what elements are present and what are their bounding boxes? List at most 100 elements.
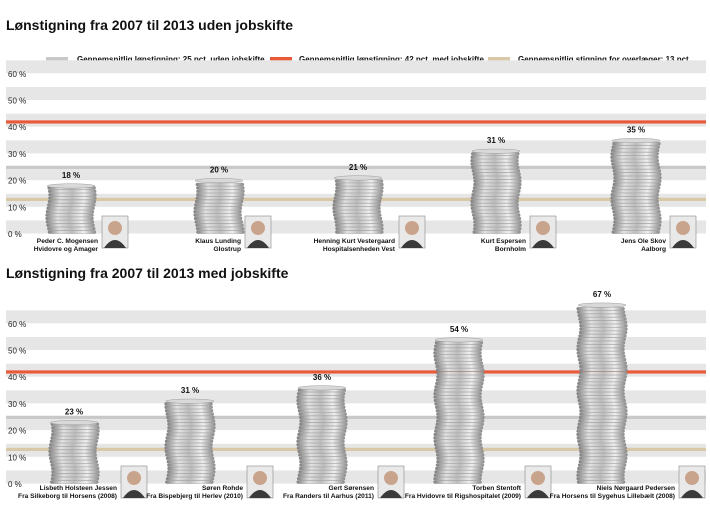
portrait-icon (120, 465, 148, 499)
coin (49, 439, 99, 443)
coin (577, 422, 626, 426)
portrait-head (536, 221, 550, 235)
y-tick-label: 10 % (8, 453, 26, 462)
coin (435, 378, 485, 382)
data-label: 20 % (210, 166, 228, 175)
coin (195, 227, 245, 231)
portrait-body (380, 490, 402, 498)
coin (471, 169, 521, 173)
coin (434, 470, 483, 474)
coin-top (49, 420, 99, 425)
coin (433, 358, 483, 362)
coin (472, 172, 521, 176)
coin (296, 398, 345, 403)
coin (434, 361, 483, 365)
coin (577, 443, 627, 447)
coin (299, 466, 348, 471)
legend-item: Gennemsnitlig lønstigning: 42 pct. med j… (270, 55, 484, 64)
coin (576, 426, 626, 430)
chart-panel-with-jobchange: Lønstigning fra 2007 til 2013 med jobski… (6, 265, 706, 500)
coin (472, 186, 522, 190)
coin (299, 463, 348, 467)
coin (298, 470, 347, 474)
coin (194, 220, 243, 224)
coin (296, 392, 346, 396)
coin (164, 443, 213, 447)
person-name: Henning Kurt Vestergaard (314, 238, 395, 245)
coin (164, 439, 214, 443)
coin-top (165, 398, 215, 404)
coin-top (434, 337, 484, 343)
coin (45, 210, 95, 214)
coin (297, 409, 347, 413)
legend-label: Gennemsnitlig lønstigning: 42 pct. med j… (299, 55, 484, 64)
coin (166, 473, 215, 477)
coin (576, 470, 625, 474)
coin (576, 477, 625, 481)
coin (332, 203, 381, 207)
coin (194, 199, 244, 204)
coin (471, 193, 520, 197)
coin (612, 169, 661, 173)
coin (196, 193, 245, 197)
y-tick-label: 60 % (8, 70, 26, 79)
coin (433, 392, 482, 396)
person-name: Peder C. Mogensen (37, 238, 98, 245)
y-tick-label: 60 % (8, 320, 26, 329)
coin (48, 453, 97, 457)
coin (471, 165, 520, 170)
coin-stack-bar (193, 178, 245, 234)
coin (299, 422, 348, 426)
person-place: Fra Randers til Aarhus (2011) (283, 493, 374, 500)
coin (51, 466, 100, 471)
coin (49, 456, 98, 460)
coin (579, 324, 628, 328)
legend-swatch (270, 57, 292, 61)
coin-stack-bar (332, 175, 384, 234)
coin (578, 419, 627, 423)
coin (613, 172, 662, 176)
coin (611, 230, 660, 234)
y-tick-label: 30 % (8, 400, 26, 409)
grid-band (6, 140, 706, 154)
coin (50, 436, 99, 440)
coin-stack-bar (576, 302, 628, 484)
portrait-icon (529, 215, 557, 249)
coin (579, 412, 628, 416)
grid-band (6, 113, 706, 127)
coin (433, 436, 482, 440)
coin (433, 432, 482, 437)
coin-top (194, 178, 244, 184)
y-tick-label: 50 % (8, 97, 26, 106)
coin (433, 347, 482, 352)
coin (579, 449, 628, 454)
legend-label: Gennemsnitlig lønstigning: 25 pct. uden … (77, 55, 265, 64)
coin (611, 165, 661, 170)
coin-top (297, 385, 347, 391)
coin (335, 189, 384, 193)
person-name: Klaus Lunding (195, 238, 241, 245)
coin (579, 368, 628, 372)
chart-title: Lønstigning fra 2007 til 2013 med jobski… (6, 265, 289, 281)
coin (610, 193, 659, 197)
portrait-icon (524, 465, 552, 499)
portrait-icon (244, 215, 272, 249)
y-tick-label: 0 % (8, 230, 22, 239)
coin (196, 186, 245, 190)
coin (193, 213, 242, 217)
legend-label: Gennemsnitlig stigning for overlæger: 13… (518, 55, 691, 64)
coin (435, 409, 485, 413)
coin (165, 480, 214, 484)
coin (334, 193, 383, 197)
person-name: Torben Stentoft (472, 485, 521, 492)
coin (45, 213, 94, 217)
data-label: 31 % (181, 386, 199, 395)
coin (435, 466, 484, 471)
coin (196, 230, 245, 234)
coin (298, 429, 347, 433)
reference-line (6, 370, 706, 374)
coin (193, 216, 243, 221)
coin (435, 364, 484, 369)
coin (165, 477, 215, 481)
coin (195, 196, 244, 200)
